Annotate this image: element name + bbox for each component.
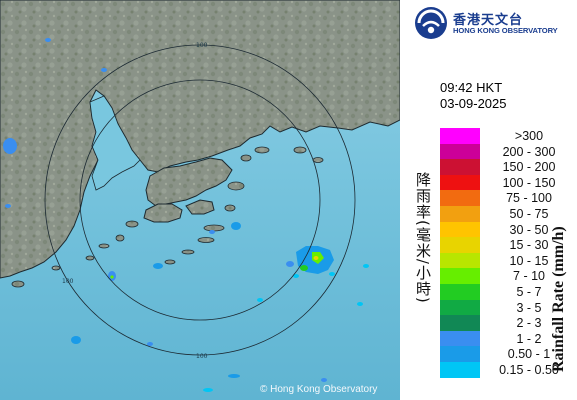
legend-swatch (440, 143, 480, 160)
legend-label: 5 - 7 (516, 284, 542, 299)
legend-label: 100 - 150 (502, 175, 556, 190)
legend-swatch (440, 159, 480, 175)
legend-label: 75 - 100 (506, 191, 552, 206)
legend-label: 3 - 5 (516, 300, 542, 315)
hko-logo-icon (415, 7, 447, 39)
legend-label: 50 - 75 (509, 206, 549, 221)
legend-title-en: Rainfall Rate (mm/h) (550, 226, 567, 372)
legend-label: >300 (514, 129, 544, 143)
copyright-text: © Hong Kong Observatory (260, 384, 378, 395)
legend-swatch (440, 315, 480, 331)
hong-kong-landmass (145, 157, 233, 207)
legend-swatch (440, 190, 480, 206)
legend-swatch (440, 283, 480, 300)
legend-label: 15 - 30 (509, 238, 549, 253)
org-name-zh: 香港天文台 (453, 13, 524, 28)
legend-label: 10 - 15 (509, 253, 549, 268)
legend-swatch (440, 174, 480, 191)
range-ring-label-north: 100 (196, 42, 208, 49)
legend-title-zh: 降雨率(毫米/小時) (414, 172, 432, 304)
legend-swatch (440, 221, 480, 238)
legend-label: 200 - 300 (502, 144, 556, 159)
org-name-en: HONG KONG OBSERVATORY (453, 26, 558, 35)
radar-map: 100 100 100 © Hong Kong Observatory (0, 0, 400, 400)
observation-date: 03-09-2025 (440, 96, 507, 111)
legend-label: 30 - 50 (509, 222, 549, 237)
legend-swatch (440, 299, 480, 316)
legend-label: 0.15 - 0.50 (499, 362, 559, 377)
range-ring-label-west: 100 (62, 278, 74, 285)
range-rings (44, 44, 356, 356)
rain-echoes (3, 38, 369, 392)
legend-swatch (440, 128, 480, 144)
legend-swatch (440, 268, 480, 284)
pearl-river-estuary (89, 95, 141, 191)
legend-swatch (440, 205, 480, 222)
lantau-island (143, 203, 183, 223)
observation-time: 09:42 HKT (440, 80, 503, 95)
legend-label: 7 - 10 (513, 269, 545, 284)
legend-label: 150 - 200 (502, 160, 556, 175)
legend-swatch (440, 330, 480, 347)
hko-logo: 香港天文台 HONG KONG OBSERVATORY (414, 6, 574, 40)
legend-label: 1 - 2 (516, 331, 542, 346)
legend-swatch (440, 252, 480, 269)
legend-label: 2 - 3 (516, 316, 542, 331)
range-ring-label-south: 100 (196, 353, 208, 360)
legend-swatch (440, 346, 480, 362)
legend-swatch (440, 361, 480, 378)
legend-swatch (440, 237, 480, 253)
hk-island (185, 199, 215, 215)
side-panel: 香港天文台 HONG KONG OBSERVATORY 09:42 HKT 03… (400, 0, 577, 400)
islands (11, 146, 324, 288)
legend-label: 0.50 - 1 (507, 347, 551, 362)
radar-map-svg: 100 100 100 (0, 0, 400, 400)
